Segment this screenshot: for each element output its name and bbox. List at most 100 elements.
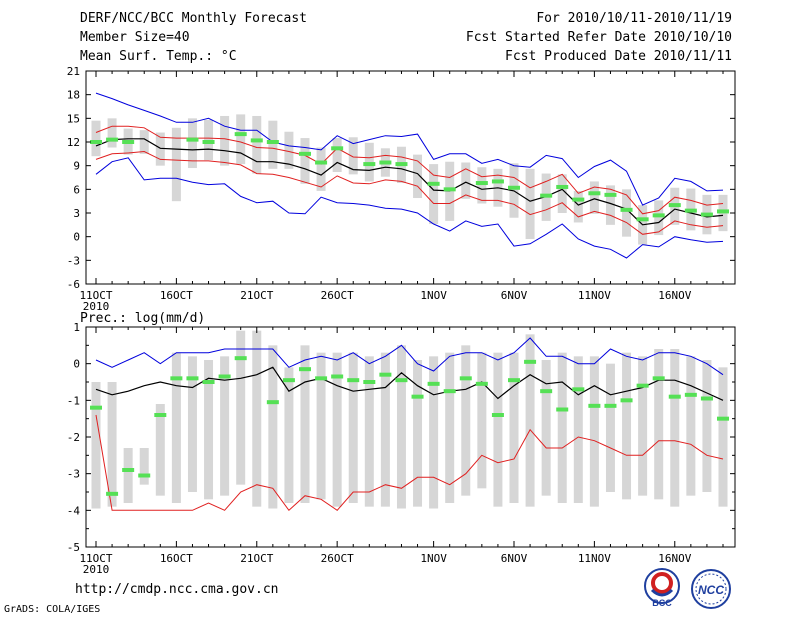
prec-observed-mark [90, 405, 102, 410]
prec-box [171, 352, 181, 503]
prec-box [686, 356, 696, 496]
prec-y-tick-label: -2 [67, 431, 80, 444]
prec-box [380, 352, 390, 507]
temp-observed-mark [395, 162, 408, 167]
temp-box [332, 138, 342, 172]
temp-box [461, 162, 471, 199]
prec-box [300, 345, 310, 503]
temp-observed-mark [202, 140, 215, 144]
prec-observed-mark [266, 400, 279, 405]
prec-y-tick-label: -5 [67, 541, 80, 554]
prec-observed-mark [443, 389, 456, 394]
temp-x-tick-label: 16NOV [658, 289, 691, 302]
temp-observed-mark [652, 213, 665, 218]
temp-box [284, 131, 294, 169]
temp-x-tick-label: 21OCT [240, 289, 273, 302]
prec-observed-mark [299, 367, 311, 372]
prec-x-tick-label: 21OCT [240, 552, 273, 565]
temp-observed-mark [508, 185, 520, 190]
forecast-period: For 2010/10/11-2010/11/19 [536, 11, 732, 26]
temp-box [557, 174, 567, 213]
prec-y-tick-label: 0 [73, 358, 80, 371]
prec-panel-title: Prec.: log(mm/d) [80, 311, 205, 326]
prec-box [718, 367, 728, 507]
temp-box [236, 114, 246, 165]
prec-observed-mark [620, 398, 633, 403]
prec-frame [85, 326, 736, 548]
prec-x-tick-label: 6NOV [501, 552, 528, 565]
prec-x-tick-label: 1NOV [420, 552, 447, 565]
temp-box [525, 168, 535, 240]
prec-y-tick-label: 1 [73, 321, 80, 334]
prec-box [364, 356, 374, 507]
temp-box [155, 132, 165, 166]
temp-box [187, 118, 197, 169]
prec-observed-mark [508, 378, 520, 383]
temp-observed-mark [717, 209, 729, 214]
prec-y-tick-label: -3 [67, 468, 80, 481]
temp-observed-mark [540, 193, 553, 198]
prec-box [332, 352, 342, 507]
temp-y-tick-label: -6 [67, 278, 80, 291]
prec-observed-mark [636, 383, 649, 388]
bcc-logo-text: BCC [652, 598, 672, 608]
temp-box [139, 130, 149, 154]
temp-observed-mark [475, 181, 488, 186]
forecast-started-date: Fcst Started Refer Date 2010/10/10 [465, 30, 732, 45]
prec-observed-mark [347, 378, 360, 383]
temp-box [91, 120, 101, 157]
temp-x-tick-label: 11OCT [79, 289, 112, 302]
prec-observed-mark [459, 376, 472, 381]
prec-observed-mark [363, 380, 376, 384]
temp-box [573, 190, 583, 223]
prec-observed-mark [572, 387, 585, 392]
prec-box [316, 352, 326, 500]
temp-box [429, 164, 439, 225]
temp-box [252, 115, 262, 174]
prec-observed-mark [315, 376, 328, 381]
temp-observed-mark [299, 151, 311, 156]
prec-observed-mark [395, 378, 408, 383]
temp-box [413, 154, 423, 199]
temp-box [605, 185, 615, 225]
prec-box [670, 349, 680, 507]
temp-observed-mark [186, 137, 199, 142]
temp-observed-mark [668, 203, 681, 208]
prec-max-line [95, 337, 724, 376]
temp-box [622, 189, 632, 237]
variable-label: Mean Surf. Temp.: °C [80, 49, 237, 64]
prec-box [348, 352, 358, 503]
prec-box [252, 330, 262, 507]
prec-observed-mark [604, 403, 617, 408]
prec-box [589, 356, 599, 507]
chart-title: DERF/NCC/BCC Monthly Forecast [80, 11, 307, 26]
temp-y-tick-label: 3 [73, 207, 80, 220]
temp-observed-mark [122, 140, 135, 144]
prec-spread_lower-line [95, 414, 724, 512]
prec-box [638, 356, 648, 496]
prec-observed-mark [154, 413, 167, 417]
temp-x-tick-label: 6NOV [501, 289, 528, 302]
prec-box [429, 356, 439, 509]
prec-box [654, 349, 664, 500]
prec-box [702, 360, 712, 492]
source-url[interactable]: http://cmdp.ncc.cma.gov.cn [75, 582, 279, 597]
temp-observed-mark [604, 192, 617, 197]
prec-box [396, 345, 406, 509]
temp-observed-mark [491, 179, 504, 184]
prec-box [557, 352, 567, 503]
temp-y-tick-label: 6 [73, 183, 80, 196]
temp-y-tick-label: 12 [67, 136, 80, 149]
prec-observed-mark [684, 392, 697, 397]
prec-box [605, 363, 615, 492]
prec-observed-mark [170, 376, 183, 381]
temp-observed-mark [572, 197, 585, 202]
prec-box [493, 352, 503, 507]
prec-box [573, 356, 583, 503]
prec-x-tick-label: 11NOV [578, 552, 611, 565]
prec-box [461, 345, 471, 496]
temp-y-tick-label: 9 [73, 160, 80, 173]
prec-observed-mark [186, 376, 199, 381]
temp-observed-mark [90, 140, 102, 144]
